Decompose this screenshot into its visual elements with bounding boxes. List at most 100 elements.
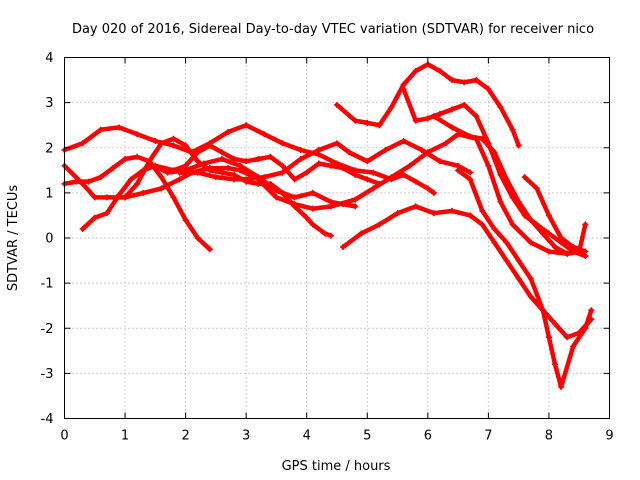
data-point xyxy=(103,210,110,217)
data-point xyxy=(176,176,183,183)
data-point xyxy=(134,131,141,138)
data-point xyxy=(194,158,201,165)
data-point xyxy=(340,201,347,208)
data-point xyxy=(394,210,401,217)
data-point xyxy=(79,225,86,232)
data-point xyxy=(473,113,480,120)
data-point xyxy=(279,162,286,169)
data-point xyxy=(479,135,486,142)
chart-title: Day 020 of 2016, Sidereal Day-to-day VTE… xyxy=(72,22,594,37)
series-arc11 xyxy=(430,113,589,257)
data-point xyxy=(436,68,443,75)
data-point xyxy=(430,113,437,120)
data-point xyxy=(515,275,522,282)
data-point xyxy=(122,194,129,201)
data-point xyxy=(109,165,116,172)
data-point xyxy=(73,178,80,185)
data-point xyxy=(279,169,286,176)
y-tick-label: -1 xyxy=(41,277,54,292)
data-point xyxy=(134,180,141,187)
data-point xyxy=(212,174,219,181)
data-point xyxy=(170,135,177,142)
y-tick-label: -3 xyxy=(41,367,54,382)
data-point xyxy=(509,221,516,228)
data-point xyxy=(515,257,522,264)
data-point xyxy=(206,246,213,253)
x-tick-label: 9 xyxy=(605,429,613,444)
data-point xyxy=(552,361,558,368)
data-point xyxy=(255,180,262,187)
data-point xyxy=(412,68,419,75)
data-point xyxy=(140,189,147,196)
data-point xyxy=(346,149,353,156)
data-point xyxy=(152,162,159,169)
data-point xyxy=(467,212,474,219)
data-point xyxy=(170,167,177,174)
data-point xyxy=(103,194,110,201)
data-point xyxy=(218,149,225,156)
data-point xyxy=(340,244,347,251)
data-point xyxy=(182,142,189,149)
data-point xyxy=(412,203,419,210)
data-point xyxy=(261,131,268,138)
data-point xyxy=(176,169,183,176)
data-point xyxy=(364,158,371,165)
data-point xyxy=(491,239,498,246)
data-point xyxy=(291,194,298,201)
x-tick-label: 2 xyxy=(181,429,189,444)
data-point xyxy=(564,334,571,341)
y-tick-label: -2 xyxy=(41,322,54,337)
data-point xyxy=(467,176,474,183)
data-point xyxy=(206,167,213,174)
data-point xyxy=(273,194,280,201)
data-point xyxy=(449,207,456,214)
data-point xyxy=(309,221,316,228)
series-arc13 xyxy=(521,174,589,255)
data-point xyxy=(297,147,304,154)
x-tick-label: 3 xyxy=(242,429,250,444)
data-point xyxy=(231,156,238,163)
x-tick-label: 8 xyxy=(545,429,553,444)
data-point xyxy=(170,142,177,149)
data-point xyxy=(545,248,552,255)
data-point xyxy=(552,244,558,251)
data-point xyxy=(424,185,431,192)
y-axis-label: SDTVAR / TECUs xyxy=(6,185,21,292)
data-point xyxy=(424,115,431,122)
x-tick-label: 1 xyxy=(121,429,129,444)
data-point xyxy=(352,203,359,210)
data-point xyxy=(443,140,449,147)
data-point xyxy=(170,194,177,201)
data-point xyxy=(485,162,492,169)
data-point xyxy=(400,137,407,144)
data-point xyxy=(503,176,510,183)
data-point xyxy=(158,140,165,147)
data-point xyxy=(231,176,238,183)
data-point xyxy=(479,207,486,214)
data-point xyxy=(297,156,304,163)
data-point xyxy=(491,149,498,156)
data-point xyxy=(436,110,443,117)
data-point xyxy=(376,122,383,129)
data-point xyxy=(582,248,589,255)
data-point xyxy=(388,176,395,183)
series-line xyxy=(334,62,521,148)
data-point xyxy=(146,158,153,165)
data-point xyxy=(533,185,540,192)
x-tick-label: 6 xyxy=(424,429,432,444)
data-point xyxy=(116,192,122,199)
data-point xyxy=(515,142,522,149)
data-point xyxy=(243,158,250,165)
data-point xyxy=(527,293,534,300)
data-point xyxy=(527,239,534,246)
y-tick-label: -4 xyxy=(41,412,54,427)
data-point xyxy=(436,158,443,165)
series-arc6 xyxy=(152,142,383,187)
data-point xyxy=(588,307,595,314)
data-point xyxy=(255,156,262,163)
data-point xyxy=(461,101,468,108)
data-point xyxy=(243,122,250,129)
data-point xyxy=(327,162,334,169)
data-point xyxy=(315,147,322,154)
